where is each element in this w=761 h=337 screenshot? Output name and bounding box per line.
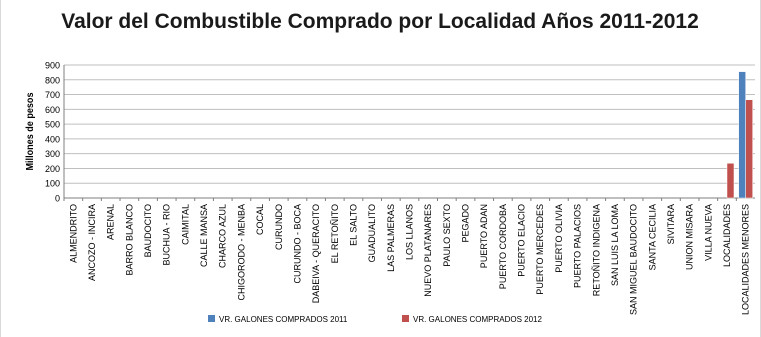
x-tick-label: CALLE MANSA [199, 204, 209, 267]
x-tick-label: SIVITARA [666, 204, 676, 244]
y-axis-label: Millones de pesos [25, 92, 36, 170]
x-tick-label: NUEVO PLATANARES [423, 204, 433, 297]
x-tick-label: PEGADO [461, 204, 471, 243]
x-tick-label: BUCHUA - RIO [162, 204, 172, 266]
y-tick-label: 500 [45, 120, 60, 130]
x-tick-label: PUERTO MERCEDES [535, 204, 545, 295]
x-tick-label: LOCALIDADES [722, 204, 732, 267]
y-tick-label: 200 [45, 164, 60, 174]
x-tick-label: ALMENDRITO [68, 204, 78, 263]
x-tick-label: ARENAL [106, 204, 116, 240]
x-tick-label: PUERTO OLIVIA [554, 204, 564, 273]
y-tick-label: 800 [45, 75, 60, 85]
bar [738, 71, 746, 199]
x-tick-label: BAUDOCITO [143, 204, 153, 257]
x-tick-label: BARRO BLANCO [124, 204, 134, 276]
x-tick-label: PAULO SEXTO [442, 204, 452, 267]
chart-title: Valor del Combustible Comprado por Local… [61, 10, 699, 33]
x-tick-label: EL RETOÑITO [330, 204, 340, 263]
y-tick-label: 700 [45, 90, 60, 100]
bar [745, 99, 753, 199]
x-tick-label: LOS LLANOS [405, 204, 415, 260]
x-tick-label: CURUNDO - BOCA [292, 204, 302, 284]
x-tick-label: VILLA NUEVA [703, 204, 713, 261]
x-tick-label: PUERTO PALACIOS [573, 204, 583, 288]
x-tick-label: LAS PALMERAS [386, 204, 396, 272]
legend-label: VR. GALONES COMPRADOS 2011 [219, 315, 348, 324]
x-tick-label: PUERTO ADAN [479, 204, 489, 268]
x-tick-label: GUADUALITO [367, 204, 377, 262]
x-tick-label: CHARCO AZUL [218, 204, 228, 268]
bar [726, 163, 735, 199]
x-tick-label: RETOÑITO INDIGENA [591, 204, 601, 296]
x-tick-label: DABEIVA - QUERACITO [311, 204, 321, 303]
x-tick-label: CHIGORODO - MENBA [236, 204, 246, 301]
y-tick-label: 900 [45, 61, 60, 71]
x-tick-label: EL SALTO [348, 204, 358, 246]
x-tick-label: UNION MISARA [685, 204, 695, 270]
x-tick-label: LOCALIDADES MENORES [741, 204, 751, 315]
y-tick-label: 300 [45, 149, 60, 159]
y-tick-label: 100 [45, 179, 60, 189]
x-tick-label: CURUNDO [274, 204, 284, 250]
x-tick-label: PUERTO CORDOBA [498, 204, 508, 289]
legend-swatch [402, 315, 409, 322]
x-tick-label: PUERTO ELACIO [517, 204, 527, 277]
x-tick-label: SAN LUIS LA LOMA [610, 204, 620, 286]
x-tick-label: CAIMITAL [180, 204, 190, 245]
x-tick-label: ANCOZO - INCIRA [87, 204, 97, 281]
legend-swatch [208, 315, 215, 322]
x-tick-label: COCAL [255, 204, 265, 235]
y-tick-label: 400 [45, 134, 60, 144]
y-tick-label: 0 [55, 194, 60, 204]
y-tick-label: 600 [45, 105, 60, 115]
x-tick-label: SAN MIGUEL BAUDOCITO [629, 204, 639, 315]
x-tick-label: SANTA CECILIA [647, 204, 657, 270]
legend-label: VR. GALONES COMPRADOS 2012 [413, 315, 542, 324]
